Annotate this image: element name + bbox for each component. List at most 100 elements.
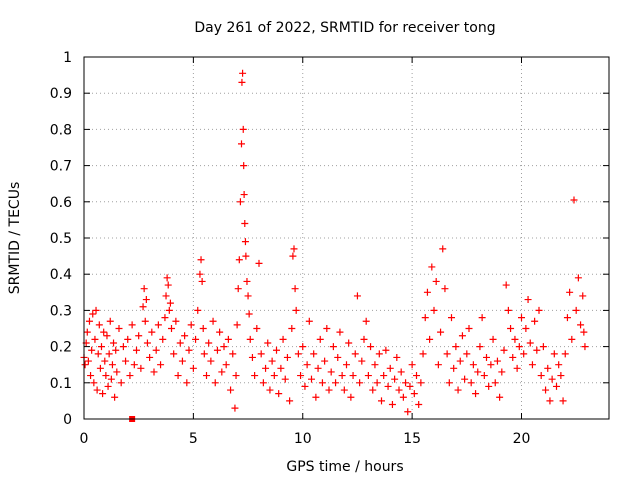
data-point (542, 386, 550, 394)
data-point (382, 346, 390, 354)
data-point (251, 372, 259, 380)
data-point (111, 393, 119, 401)
data-point (289, 252, 297, 260)
data-point (467, 379, 475, 387)
data-point (95, 321, 103, 329)
data-point (347, 393, 355, 401)
data-point (239, 125, 247, 133)
data-point (406, 382, 414, 390)
data-point (233, 321, 241, 329)
data-point (102, 372, 110, 380)
data-point (148, 328, 156, 336)
data-point (550, 350, 558, 358)
data-point (243, 277, 251, 285)
data-point (465, 325, 473, 332)
data-point (463, 350, 471, 358)
data-point (161, 314, 169, 322)
data-point (139, 303, 147, 311)
data-point (393, 353, 401, 361)
data-point (580, 328, 588, 336)
data-point (88, 346, 96, 354)
data-point (200, 350, 208, 358)
data-point (245, 310, 253, 318)
data-point (511, 335, 519, 343)
data-point (137, 364, 145, 372)
y-tick-label: 0.4 (50, 267, 72, 283)
data-point (183, 379, 191, 387)
data-point (81, 361, 89, 369)
data-point (487, 361, 495, 369)
data-point (367, 343, 375, 351)
data-point (84, 357, 92, 365)
data-point (423, 288, 431, 296)
data-point (410, 390, 418, 398)
data-point (273, 346, 280, 354)
data-point (489, 335, 497, 343)
data-point (178, 357, 186, 365)
data-point (89, 310, 97, 318)
data-point (209, 317, 217, 325)
data-point (236, 198, 244, 206)
data-point (528, 361, 536, 369)
data-point (216, 328, 224, 336)
data-point (524, 296, 532, 304)
data-point (305, 317, 313, 325)
data-point (321, 357, 329, 365)
y-tick-label: 0.5 (50, 231, 72, 247)
data-point (232, 372, 240, 380)
data-point (531, 317, 539, 325)
data-points (80, 69, 589, 422)
data-point (234, 285, 242, 293)
data-point (110, 339, 118, 347)
x-tick-label: 0 (80, 431, 89, 447)
grid (84, 57, 609, 419)
data-point (362, 317, 370, 325)
data-point (353, 292, 361, 300)
data-point (345, 339, 353, 347)
data-point (343, 361, 350, 369)
x-tick-label: 5 (189, 431, 198, 447)
data-point (351, 350, 359, 358)
y-tick-label: 0 (63, 412, 72, 428)
data-point (112, 346, 120, 354)
data-point (124, 335, 132, 343)
data-point (581, 343, 589, 351)
data-point (375, 350, 383, 358)
data-point (105, 350, 113, 358)
data-point (373, 379, 381, 387)
data-point (162, 292, 170, 300)
data-point (504, 306, 512, 314)
data-point (159, 335, 167, 343)
data-point (546, 397, 554, 405)
y-tick-label: 0.1 (50, 376, 72, 392)
data-point (493, 357, 501, 365)
data-point (99, 390, 107, 398)
data-point (432, 277, 440, 285)
data-point (277, 364, 285, 372)
data-point (166, 299, 174, 307)
data-point (325, 386, 333, 394)
x-tick-label: 10 (294, 431, 312, 447)
data-point (338, 372, 346, 380)
data-point (174, 372, 182, 380)
data-point (231, 404, 239, 412)
data-point (205, 339, 213, 347)
data-point (380, 372, 388, 380)
data-point (535, 306, 543, 314)
data-point (246, 335, 254, 343)
data-point (572, 306, 580, 314)
data-point (509, 353, 517, 361)
data-point (281, 375, 289, 383)
data-point (264, 339, 272, 347)
data-point (399, 393, 407, 401)
data-point (98, 343, 105, 351)
data-point (340, 386, 348, 394)
data-point (259, 379, 267, 387)
data-point (241, 238, 249, 246)
data-point (297, 372, 305, 380)
data-point (238, 140, 245, 148)
data-point (87, 372, 95, 380)
data-point (143, 339, 151, 347)
data-point (544, 364, 552, 372)
